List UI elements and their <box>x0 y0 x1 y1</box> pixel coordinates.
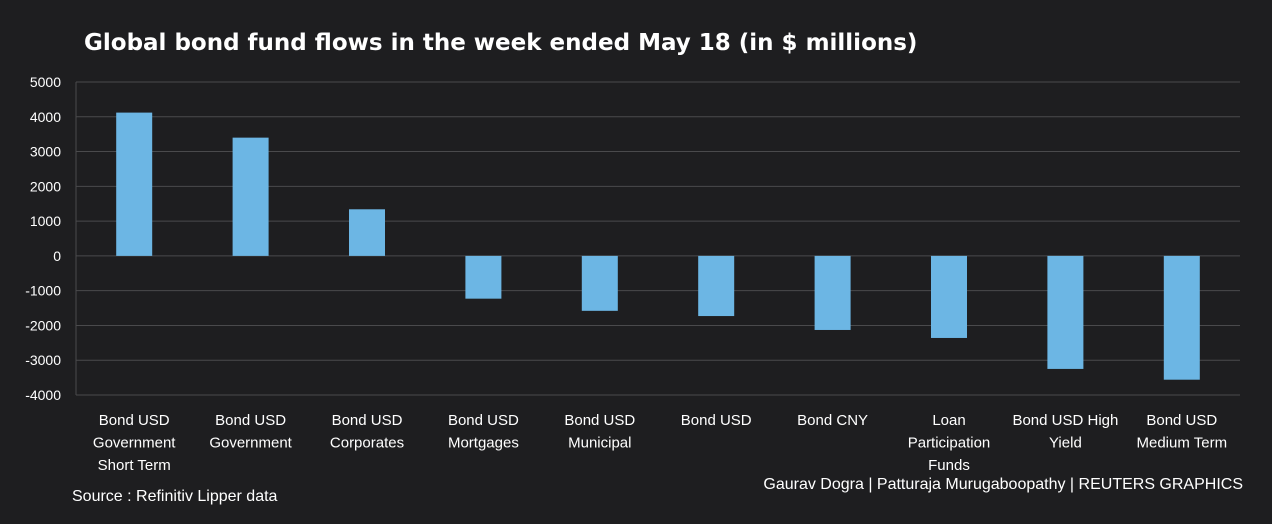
credit-line: Gaurav Dogra | Patturaja Murugaboopathy … <box>763 476 1243 493</box>
x-tick-label: Bond USD Government Short Term <box>93 412 176 474</box>
chart-title: Global bond fund flows in the week ended… <box>84 30 918 56</box>
x-axis-labels: Bond USD Government Short Term Bond USD Gove… <box>93 412 1227 474</box>
y-tick-label: -4000 <box>25 387 61 403</box>
bar <box>349 209 385 256</box>
y-tick-label: 3000 <box>30 144 61 160</box>
x-tick-label: Bond USD <box>681 412 752 429</box>
y-tick-label: 4000 <box>30 109 61 125</box>
bar <box>931 255 967 338</box>
x-tick-label: Bond USD Municipal <box>564 412 635 452</box>
bar <box>1047 255 1084 369</box>
x-tick-label: Bond USD Medium Term <box>1137 412 1228 452</box>
y-tick-label: -2000 <box>25 317 61 333</box>
x-tick-label: Bond USD High Yield <box>1012 412 1118 452</box>
y-tick-label: -3000 <box>25 352 61 368</box>
bar <box>232 137 269 256</box>
bar <box>1163 255 1200 380</box>
x-tick-label: Bond CNY <box>797 412 868 429</box>
bar <box>814 255 851 330</box>
y-tick-label: 5000 <box>30 74 61 90</box>
gridlines <box>75 81 1240 396</box>
bars <box>116 112 1200 380</box>
y-tick-label: -1000 <box>25 283 61 299</box>
bar <box>698 255 735 317</box>
bar <box>116 112 153 256</box>
x-tick-label: Bond USD Corporates <box>330 412 404 452</box>
y-tick-label: 1000 <box>30 213 61 229</box>
y-axis-ticks: 5000 4000 3000 2000 1000 0 -1000 -2000 -3000 -400… <box>25 74 61 403</box>
source-note: Source : Refinitiv Lipper data <box>72 488 278 505</box>
x-tick-label: Loan Participation Funds <box>908 412 991 474</box>
bar <box>581 255 618 311</box>
bar <box>465 255 502 299</box>
y-tick-label: 0 <box>53 248 61 264</box>
x-tick-label: Bond USD Government <box>209 412 292 452</box>
y-tick-label: 2000 <box>30 178 61 194</box>
x-tick-label: Bond USD Mortgages <box>448 412 519 452</box>
